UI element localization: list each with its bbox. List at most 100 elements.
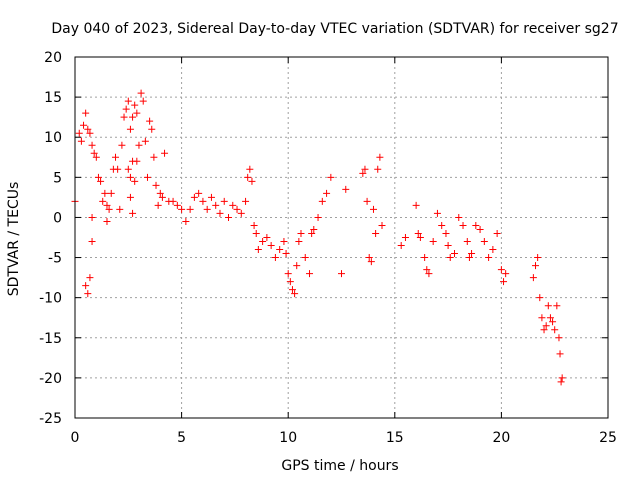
data-point [433, 209, 441, 217]
data-point [86, 274, 94, 282]
data-point [90, 149, 98, 157]
y-tick-label: -20 [39, 371, 62, 387]
data-point [101, 189, 109, 197]
data-point [225, 213, 233, 221]
data-point [288, 286, 296, 294]
data-point [378, 221, 386, 229]
data-point [244, 173, 252, 181]
data-point [323, 189, 331, 197]
data-points [71, 89, 566, 386]
x-tick-label: 0 [71, 430, 80, 446]
data-point [551, 326, 559, 334]
data-point [459, 221, 467, 229]
data-point [529, 274, 537, 282]
data-point [124, 165, 132, 173]
data-point [92, 153, 100, 161]
data-point [242, 197, 250, 205]
data-point [538, 314, 546, 322]
data-point [129, 209, 137, 217]
data-point [139, 97, 147, 105]
data-point [207, 193, 215, 201]
y-tick-label: -10 [39, 291, 62, 307]
data-point [397, 242, 405, 250]
data-point [88, 141, 96, 149]
data-point [126, 193, 134, 201]
data-point [233, 205, 241, 213]
data-point [152, 181, 160, 189]
data-point [314, 213, 322, 221]
data-point [297, 229, 305, 237]
data-point [532, 262, 540, 270]
data-point [442, 229, 450, 237]
data-point [555, 334, 563, 342]
data-point [367, 258, 375, 266]
data-point [480, 238, 488, 246]
data-point [77, 137, 85, 145]
data-point [82, 282, 90, 290]
data-point [369, 205, 377, 213]
y-tick-label: -15 [39, 331, 62, 347]
y-tick-label: 0 [53, 210, 62, 226]
data-point [122, 105, 130, 113]
data-point [376, 153, 384, 161]
data-point [414, 229, 422, 237]
data-point [342, 185, 350, 193]
data-point [75, 129, 83, 137]
data-point [84, 125, 92, 133]
data-point [131, 101, 139, 109]
data-point [374, 165, 382, 173]
data-point [282, 250, 290, 258]
data-point [263, 234, 271, 241]
data-point [216, 209, 224, 217]
y-tick-label: -5 [48, 251, 62, 267]
data-point [271, 254, 279, 262]
data-point [472, 221, 480, 229]
data-point [118, 141, 126, 149]
data-point [133, 157, 141, 165]
data-point [558, 374, 566, 382]
data-point [429, 238, 437, 246]
data-point [88, 213, 96, 221]
data-point [276, 246, 284, 254]
x-tick-label: 5 [177, 430, 186, 446]
data-point [327, 173, 335, 181]
data-point [133, 109, 141, 117]
data-point [126, 125, 134, 133]
data-point [246, 165, 254, 173]
x-tick-label: 25 [599, 430, 617, 446]
data-point [308, 229, 316, 237]
data-point [546, 314, 554, 322]
data-point [135, 141, 143, 149]
data-point [186, 205, 194, 213]
data-point [248, 177, 256, 185]
data-point [363, 197, 371, 205]
data-point [158, 193, 166, 201]
data-point [237, 209, 245, 217]
data-point [114, 165, 122, 173]
data-point [401, 234, 409, 241]
data-point [161, 149, 169, 157]
y-tick-label: -25 [39, 411, 62, 427]
data-point [412, 201, 420, 209]
data-point [338, 270, 345, 278]
plot-frame [74, 56, 609, 419]
data-point [463, 238, 471, 246]
data-point [252, 229, 260, 237]
data-point [120, 113, 128, 121]
data-point [544, 302, 552, 310]
data-point [103, 201, 111, 209]
data-point [318, 197, 326, 205]
y-axis-label: SDTVAR / TECUs [6, 182, 22, 297]
data-point [310, 225, 318, 233]
data-point [536, 294, 544, 302]
x-axis-label: GPS time / hours [281, 458, 398, 474]
data-point [190, 193, 198, 201]
y-tick-label: 10 [44, 130, 62, 146]
data-point [124, 97, 132, 105]
data-point [88, 238, 96, 246]
y-tick-label: 20 [44, 50, 62, 66]
data-point [540, 326, 548, 334]
data-point [421, 254, 429, 262]
data-point [99, 197, 107, 205]
data-point [178, 205, 186, 213]
